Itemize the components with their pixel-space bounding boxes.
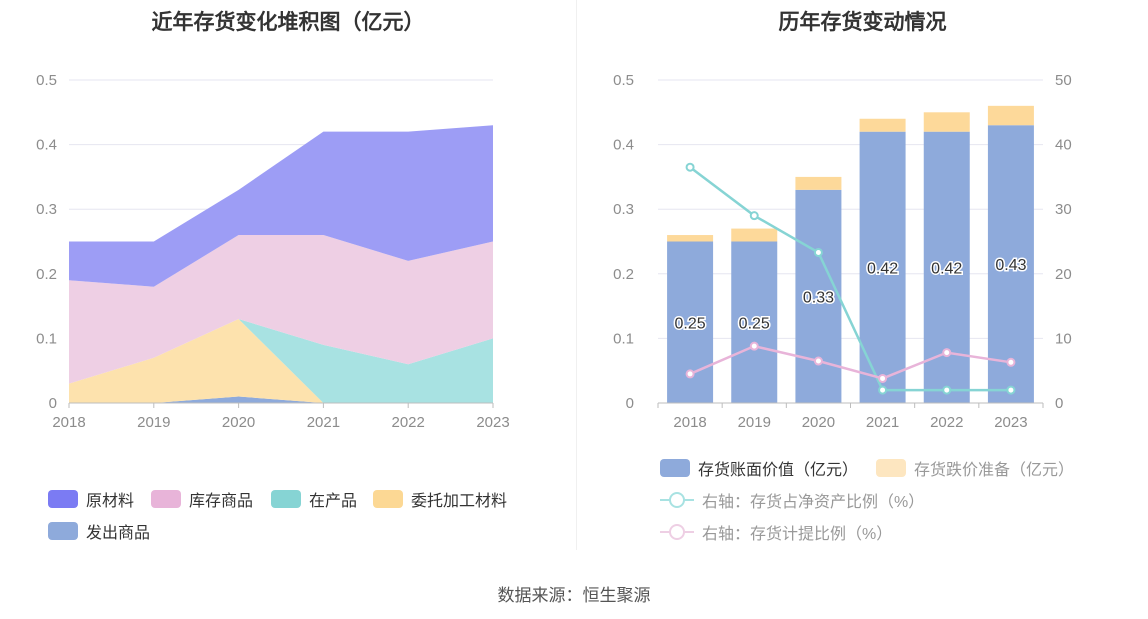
legend-swatch: [151, 490, 181, 508]
legend-swatch: [48, 490, 78, 508]
legend-label: 右轴：存货计提比例（%）: [702, 526, 893, 543]
area-发出商品: [69, 396, 493, 403]
x-tick-label: 2019: [137, 414, 170, 431]
bar-impairment: [923, 112, 970, 132]
legend-label: 存货账面价值（亿元）: [698, 462, 859, 479]
line-point: [1006, 385, 1016, 395]
legend-swatch: [876, 459, 906, 477]
legend-item-raw-material[interactable]: 原材料: [48, 487, 134, 511]
legend-swatch: [48, 522, 78, 540]
line-point: [878, 373, 888, 383]
y-tick-label: 0.4: [36, 137, 57, 154]
line-右轴：存货计提比例（%）: [689, 344, 1012, 380]
area-委托加工材料: [69, 319, 493, 403]
y-tick-label: 0.3: [36, 201, 57, 218]
data-source: 数据来源：恒生聚源: [497, 586, 651, 605]
bar-line-combo-chart: 0 0 0.1 10 0.2 20 0.3 30 0.4 40 0.5 50 2018 2019 2020 2…: [613, 72, 1072, 431]
y-tick-label: 0: [626, 395, 634, 412]
y-tick-label: 0.1: [613, 330, 634, 347]
bar-data-label: 0.42: [931, 260, 962, 277]
legend-item-inventory-ratio[interactable]: 右轴：存货占净资产比例（%）: [660, 488, 924, 512]
legend-label: 原材料: [86, 493, 135, 510]
y-tick-label: 0.5: [613, 72, 634, 89]
x-tick-label: 2022: [930, 414, 963, 431]
area-库存商品: [69, 235, 493, 384]
y2-tick-label: 40: [1055, 137, 1072, 154]
panel-divider: [576, 0, 577, 550]
legend-item-book-value[interactable]: 存货账面价值（亿元）: [660, 456, 858, 480]
y2-tick-label: 0: [1055, 395, 1063, 412]
legend-label: 委托加工材料: [411, 493, 508, 510]
y-tick-label: 0.4: [613, 137, 634, 154]
y-tick-label: 0.2: [36, 266, 57, 283]
y2-tick-label: 30: [1055, 201, 1072, 218]
x-tick-label: 2020: [222, 414, 255, 431]
x-tick-label: 2023: [994, 414, 1027, 431]
legend-item-consigned-materials[interactable]: 委托加工材料: [373, 487, 507, 511]
line-point: [685, 162, 695, 172]
area-在产品: [69, 319, 493, 403]
line-point: [685, 369, 695, 379]
legend-item-finished-goods[interactable]: 库存商品: [151, 487, 253, 511]
left-chart-title: 近年存货变化堆积图（亿元）: [151, 11, 425, 34]
line-point: [878, 385, 888, 395]
x-tick-label: 2023: [476, 414, 509, 431]
line-point: [749, 341, 759, 351]
x-tick-label: 2021: [866, 414, 899, 431]
legend-line-swatch: [660, 523, 694, 541]
bar-impairment: [667, 235, 714, 242]
y2-tick-label: 20: [1055, 266, 1072, 283]
left-chart-panel: 近年存货变化堆积图（亿元） 0 0.1 0.2 0.3 0.4 0.5 2018 2019 20…: [0, 0, 576, 550]
y-tick-label: 0.5: [36, 72, 57, 89]
bar-impairment: [987, 105, 1034, 126]
bar-impairment: [859, 118, 906, 132]
x-tick-label: 2018: [673, 414, 706, 431]
x-tick-label: 2020: [802, 414, 835, 431]
x-tick-label: 2022: [392, 414, 425, 431]
legend-label: 右轴：存货占净资产比例（%）: [702, 494, 925, 511]
y-tick-label: 0.2: [613, 266, 634, 283]
legend-line-swatch: [660, 491, 694, 509]
right-chart-title: 历年存货变动情况: [778, 11, 947, 34]
x-tick-label: 2021: [307, 414, 340, 431]
legend-swatch: [271, 490, 301, 508]
legend-swatch: [373, 490, 403, 508]
legend-item-impairment[interactable]: 存货跌价准备（亿元）: [876, 456, 1074, 480]
line-point: [1006, 357, 1016, 367]
legend-item-provision-ratio[interactable]: 右轴：存货计提比例（%）: [660, 520, 892, 544]
x-tick-label: 2018: [52, 414, 85, 431]
legend-label: 发出商品: [86, 525, 151, 542]
bar-impairment: [795, 176, 842, 190]
area-原材料: [69, 125, 493, 287]
y-tick-label: 0.1: [36, 330, 57, 347]
line-point: [749, 211, 759, 221]
line-point: [942, 348, 952, 358]
legend-label: 在产品: [309, 493, 358, 510]
bar-data-label: 0.43: [995, 257, 1026, 274]
line-point: [813, 356, 823, 366]
legend-item-work-in-progress[interactable]: 在产品: [271, 487, 357, 511]
legend-label: 存货跌价准备（亿元）: [914, 462, 1075, 479]
bar-book-value: [795, 189, 842, 403]
legend-label: 库存商品: [189, 493, 254, 510]
y2-tick-label: 50: [1055, 72, 1072, 89]
line-point: [942, 385, 952, 395]
bar-data-label: 0.42: [867, 260, 898, 277]
y2-tick-label: 10: [1055, 330, 1072, 347]
legend-swatch: [660, 459, 690, 477]
bar-data-label: 0.25: [675, 315, 706, 332]
line-右轴：存货占净资产比例（%）: [689, 166, 1011, 392]
bar-book-value: [987, 125, 1034, 403]
y-tick-label: 0: [49, 395, 57, 412]
x-tick-label: 2019: [738, 414, 771, 431]
right-chart-panel: 历年存货变动情况 0 0 0.1 10 0.2 20 0.3 30 0.4 40 0.5 50 2018…: [577, 0, 1148, 550]
y-tick-label: 0.3: [613, 201, 634, 218]
bar-data-label: 0.25: [739, 315, 770, 332]
legend-item-goods-shipped[interactable]: 发出商品: [48, 519, 150, 543]
bar-data-label: 0.33: [803, 289, 834, 306]
bar-impairment: [731, 228, 778, 242]
line-point: [813, 247, 823, 257]
stacked-area-chart: 0 0.1 0.2 0.3 0.4 0.5 2018 2019 2020 2021 2022 2023: [36, 72, 510, 431]
bar-book-value: [731, 241, 778, 403]
